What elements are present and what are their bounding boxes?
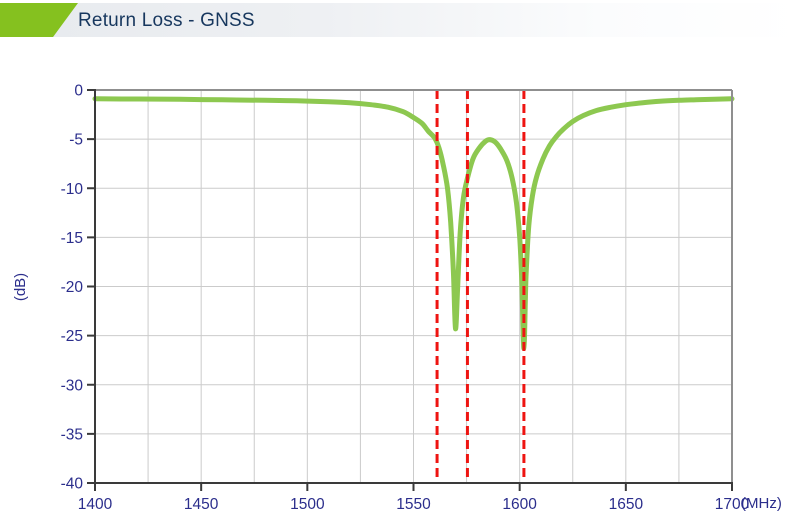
axis-ticks-and-labels: 1400 1450 1500 1550 1600 1650 1700 0 -5 -10 -15 -20…	[61, 83, 750, 514]
x-tick-label: 1650	[609, 496, 644, 513]
y-tick-label: -40	[61, 476, 84, 493]
x-tick-label: 1700	[715, 496, 750, 513]
page-title: Return Loss - GNSS	[78, 10, 255, 31]
x-tick-label: 1500	[290, 496, 325, 513]
y-tick-label: -25	[61, 328, 83, 345]
title-bar: Return Loss - GNSS	[0, 3, 800, 37]
x-tick-label: 1550	[396, 496, 431, 513]
x-tick-label: 1450	[184, 496, 219, 513]
y-tick-label: -15	[61, 230, 83, 247]
x-tick-label: 1600	[502, 496, 537, 513]
y-tick-label: -30	[61, 377, 84, 394]
x-tick-label: 1400	[78, 496, 113, 513]
gridlines	[95, 90, 732, 483]
frequency-marker-lines	[435, 90, 526, 483]
y-tick-label: -20	[61, 279, 84, 296]
y-tick-label: -35	[61, 426, 83, 443]
return-loss-curve	[92, 96, 735, 351]
y-axis-unit-label: (dB)	[12, 272, 29, 302]
y-tick-label: -5	[69, 132, 83, 149]
title-accent-flag	[0, 3, 78, 37]
y-tick-label: 0	[74, 83, 83, 100]
y-tick-label: -10	[61, 181, 84, 198]
x-axis-unit-label: (MHz)	[741, 495, 782, 512]
